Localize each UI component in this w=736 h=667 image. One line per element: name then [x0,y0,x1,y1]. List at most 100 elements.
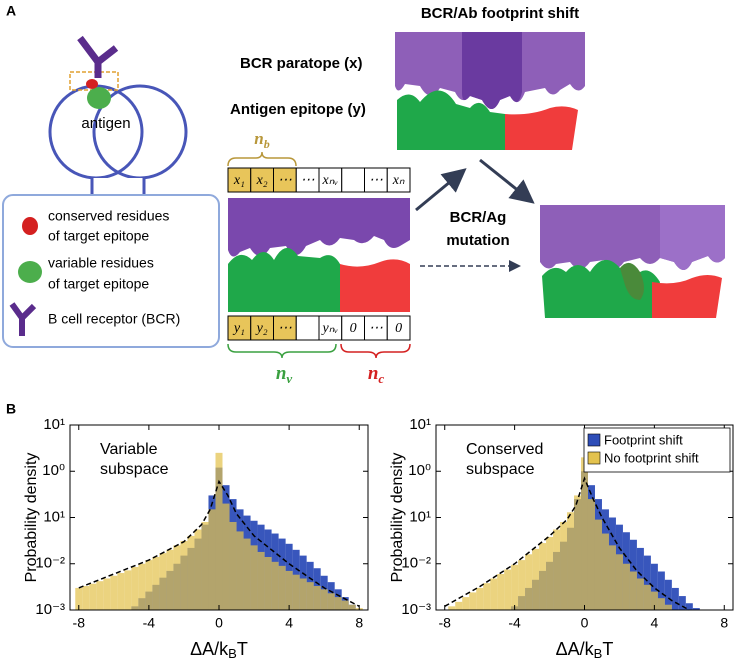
annotation: Conserved [466,441,543,458]
bar [103,578,111,610]
x-tick-label: 8 [355,615,363,631]
x-tick-label: 0 [581,615,589,631]
bar [650,591,658,610]
bar [678,596,686,610]
y-tick-label: 10¹ [43,508,65,525]
bar [229,521,237,610]
bar [75,587,83,610]
bar [110,575,118,610]
sub: b [264,137,270,151]
bar [187,535,195,610]
paratope-label: BCR paratope (x) [240,55,363,72]
legend-label: Footprint shift [604,432,683,447]
cell-text: ⋯ [301,173,315,188]
cell-text: y₂ [255,321,268,336]
cell [386,167,411,193]
legend-text: variable residues [48,255,154,271]
bar [518,560,526,610]
bar [313,586,321,610]
y-tick-label: 10¹ [43,416,65,433]
bar [581,457,588,610]
bar [250,545,258,610]
bar [574,495,582,610]
cell-text: y₁ [232,321,245,336]
x-tick-label: 4 [650,615,658,631]
bar [594,519,602,610]
bar [476,587,484,610]
cell [341,167,365,193]
bar [643,584,651,610]
bar [601,533,609,610]
x-tick-label: -4 [143,615,156,631]
bar [615,554,623,610]
bar [264,556,272,610]
y-cells: y₁ y₂ ⋯ yₙᵥ 0 ⋯ 0 [227,315,411,341]
antigen-icon: antigen [48,35,188,222]
bar [334,597,342,610]
bar [96,581,104,610]
y-tick-label: 10⁻² [401,555,431,572]
legend-text: conserved residues [48,208,169,224]
nb-label: nb [254,129,269,151]
bar [306,582,314,610]
histogram-chart: 10¹ 10⁰ 10¹ 10⁻² 10⁻³ -8 -4 0 4 8 Probability dens… [389,416,734,661]
bar [553,529,561,610]
bar [483,583,491,610]
bar [455,601,463,610]
y-tick-label: 10⁰ [408,462,431,479]
bar [201,521,209,610]
fit-line [78,479,360,607]
panel-label: B [6,401,16,417]
cell-text: xₙᵥ [322,173,339,188]
bar [236,531,244,610]
legend-swatch [587,451,601,465]
sub: c [378,371,384,386]
y-tick-label: 10⁻³ [401,601,431,618]
bar [504,569,512,610]
legend-box [583,427,731,473]
bar [671,587,679,610]
bar [497,574,505,610]
x-tick-label: -4 [508,615,521,631]
bar [525,554,533,610]
bar [469,592,477,610]
bar [257,551,265,610]
bar [327,593,335,610]
bar [664,604,672,610]
cell-text: 0 [350,321,357,336]
x-label-part: ΔA/k [556,639,595,659]
x-label-sub: B [594,646,603,661]
bar [243,538,251,610]
bar [159,553,167,610]
puzzle-original [228,198,410,312]
bar [657,598,665,610]
x-tick-label: -8 [73,615,86,631]
x-axis-label: ΔA/kBT [190,639,248,662]
nv-label: nv [276,363,293,386]
y-tick-label: 10⁻³ [35,601,65,618]
mutation-label: BCR/Ag [450,209,507,226]
cell-text: ⋯ [278,173,292,188]
bar [173,545,181,610]
cell-text: yₙᵥ [321,321,339,336]
cell-text: 0 [395,321,402,336]
bar [145,560,153,610]
mutation-label: mutation [446,232,509,249]
y-tick-label: 10¹ [409,416,431,433]
cell-text: ⋯ [369,173,383,188]
bar [664,579,672,610]
cell [295,315,320,341]
x-label-part: ΔA/k [190,639,229,659]
n: n [368,363,379,384]
bar [194,529,202,610]
shift-title: BCR/Ab footprint shift [421,5,579,22]
x-label-part: T [237,639,248,659]
bar [299,578,307,610]
bar [650,563,658,610]
legend-text: of target epitope [48,228,149,244]
bar [608,545,616,610]
annotation: subspace [100,461,169,478]
histogram-chart: 10¹ 10⁰ 10¹ 10⁻² 10⁻³ -8 -4 0 4 8 Probability dens… [23,416,369,662]
x-label-sub: B [228,646,237,661]
